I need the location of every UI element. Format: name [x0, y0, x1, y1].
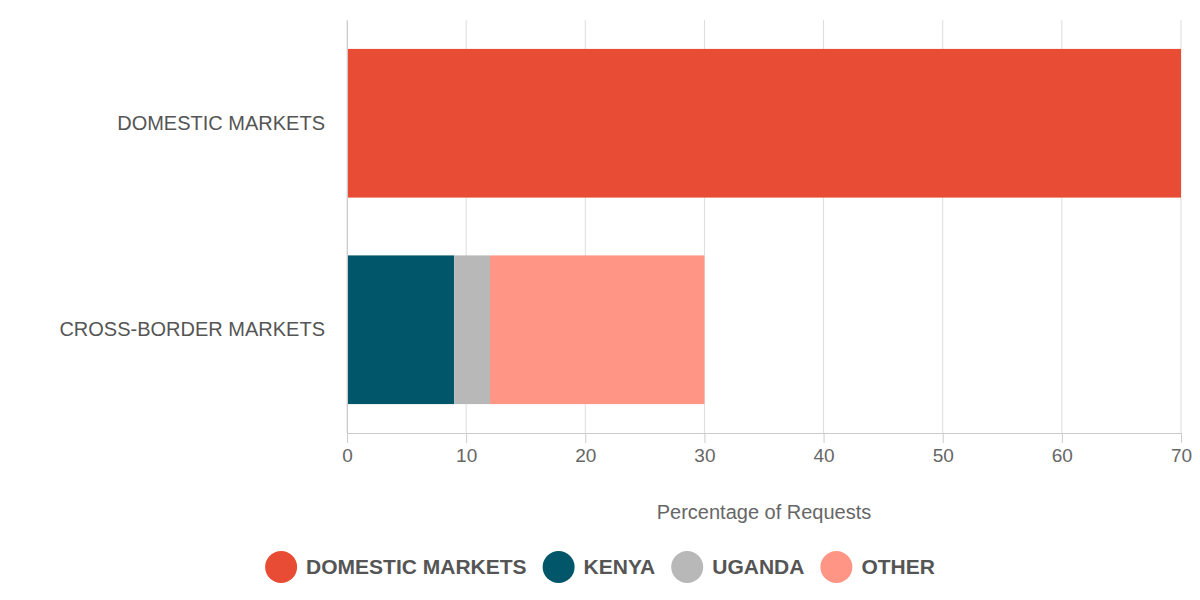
tick-label: 30 [694, 445, 715, 466]
legend-item: DOMESTIC MARKETS [265, 551, 527, 583]
tick-label: 20 [575, 445, 596, 466]
tick-label: 60 [1052, 445, 1073, 466]
legend-swatch [265, 551, 297, 583]
tick-mark [824, 433, 825, 443]
x-axis-line [348, 434, 1182, 444]
bar [454, 255, 490, 404]
legend-item: KENYA [543, 551, 656, 583]
grid-line [347, 20, 348, 433]
tick: 60 [1052, 433, 1073, 466]
tick: 70 [1171, 433, 1192, 466]
bar [347, 49, 1181, 198]
legend-item: OTHER [820, 551, 935, 583]
tick: 10 [456, 433, 477, 466]
legend-label: OTHER [861, 555, 935, 578]
legend-swatch [820, 551, 852, 583]
grid [347, 20, 1181, 433]
category-label: DOMESTIC MARKETS [117, 112, 325, 134]
tick-mark [466, 433, 467, 443]
legend: DOMESTIC MARKETS KENYA UGANDA OTHER [265, 551, 935, 583]
tick: CROSS-BORDER MARKETS [59, 318, 325, 340]
tick-mark [585, 433, 586, 443]
legend-label: KENYA [584, 555, 656, 578]
x-axis-title: Percentage of Requests [657, 501, 872, 523]
tick-mark [704, 433, 705, 443]
tick-label: 70 [1171, 445, 1192, 466]
bars [347, 49, 1181, 404]
tick: 0 [342, 433, 353, 466]
legend-swatch [671, 551, 703, 583]
y-axis-line [347, 21, 348, 434]
tick: 40 [814, 433, 835, 466]
legend-swatch [543, 551, 575, 583]
tick-mark [1062, 433, 1063, 443]
legend-item: UGANDA [671, 551, 804, 583]
tick: 30 [694, 433, 715, 466]
tick-mark [1181, 433, 1182, 443]
tick-label: 40 [814, 445, 835, 466]
x-axis: 0 10 20 30 40 50 60 70 [342, 433, 1192, 466]
tick-mark [943, 433, 944, 443]
category-label: CROSS-BORDER MARKETS [59, 318, 325, 340]
legend-label: UGANDA [712, 555, 804, 578]
tick-label: 0 [342, 445, 353, 466]
y-axis: DOMESTIC MARKETS CROSS-BORDER MARKETS [59, 21, 347, 434]
legend-label: DOMESTIC MARKETS [306, 555, 527, 578]
bar [347, 255, 454, 404]
tick-label: 10 [456, 445, 477, 466]
tick-mark [347, 433, 348, 443]
tick: 20 [575, 433, 596, 466]
tick: DOMESTIC MARKETS [117, 112, 325, 134]
bar [490, 255, 704, 404]
tick: 50 [933, 433, 954, 466]
tick-label: 50 [933, 445, 954, 466]
